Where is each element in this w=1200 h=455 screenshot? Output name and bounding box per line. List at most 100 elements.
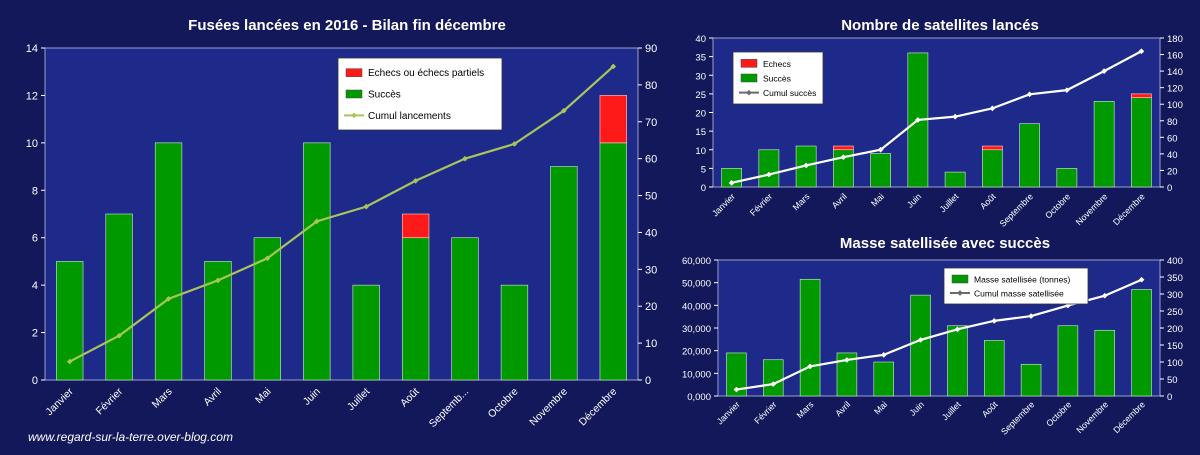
cumulative-point bbox=[462, 155, 468, 162]
cumulative-point bbox=[991, 318, 998, 324]
x-category-label: Février bbox=[94, 385, 126, 417]
y2-tick-label: 80 bbox=[1167, 117, 1178, 128]
x-category-label: Mai bbox=[872, 399, 889, 416]
y-tick-label: 4 bbox=[32, 280, 38, 292]
cumulative-point bbox=[803, 162, 809, 169]
y2-tick-label: 100 bbox=[1167, 100, 1183, 111]
y2-tick-label: 120 bbox=[1167, 84, 1183, 95]
y2-tick-label: 160 bbox=[1167, 51, 1183, 62]
x-category-label: Mai bbox=[869, 191, 886, 208]
legend-label: Succès bbox=[368, 90, 401, 101]
bar-success bbox=[154, 142, 183, 381]
chart-title: Fusées lancées en 2016 - Bilan fin décem… bbox=[188, 17, 506, 34]
x-category-label: Août bbox=[398, 386, 422, 410]
x-category-label: Novembre bbox=[1074, 191, 1110, 227]
x-category-label: Juillet bbox=[345, 386, 373, 414]
y-tick-label: 2 bbox=[32, 328, 38, 340]
cumulative-point bbox=[766, 171, 772, 178]
bar-success bbox=[599, 142, 627, 381]
y-tick-label: 40 bbox=[695, 34, 706, 45]
y-tick-label: 10 bbox=[695, 146, 706, 157]
y2-tick-label: 60 bbox=[1167, 133, 1178, 144]
bar-success bbox=[947, 325, 968, 397]
y2-tick-label: 50 bbox=[1167, 375, 1178, 386]
y-tick-label: 30,000 bbox=[682, 324, 711, 335]
cumulative-point bbox=[917, 337, 924, 343]
cumulative-point bbox=[66, 358, 73, 365]
cumulative-point bbox=[610, 63, 617, 70]
x-category-label: Janvier bbox=[715, 399, 742, 426]
x-category-label: Mai bbox=[253, 386, 273, 406]
y2-tick-label: 20 bbox=[645, 301, 657, 313]
x-category-label: Juin bbox=[905, 191, 924, 210]
x-category-label: Mars bbox=[791, 191, 812, 212]
cumulative-point bbox=[952, 113, 958, 120]
cumulative-point bbox=[770, 381, 777, 387]
cumulative-point bbox=[165, 296, 172, 302]
bar-success bbox=[870, 153, 891, 188]
bar-success bbox=[1056, 168, 1078, 188]
y-tick-label: 10 bbox=[26, 138, 38, 150]
legend-marker bbox=[957, 290, 963, 296]
cumulative-point bbox=[915, 117, 921, 123]
cumulative-point bbox=[561, 107, 567, 114]
y-tick-label: 20 bbox=[695, 109, 706, 120]
y2-tick-label: 30 bbox=[645, 264, 657, 276]
x-category-label: Décembre bbox=[577, 386, 620, 429]
y2-tick-label: 200 bbox=[1167, 324, 1183, 335]
y2-tick-label: 300 bbox=[1167, 290, 1183, 301]
y-tick-label: 8 bbox=[32, 185, 38, 197]
legend-marker bbox=[351, 112, 357, 119]
y-tick-label: 5 bbox=[701, 164, 706, 175]
legend-box bbox=[337, 57, 503, 131]
x-category-label: Octobre bbox=[486, 386, 521, 421]
cumulative-point bbox=[264, 255, 271, 262]
bar-success bbox=[1093, 101, 1115, 188]
legend-label: Echecs bbox=[763, 59, 791, 69]
legend-label: Cumul lancements bbox=[368, 111, 451, 122]
chart-title: Masse satellisée avec succès bbox=[840, 235, 1050, 252]
x-category-label: Avril bbox=[833, 399, 852, 418]
legend-swatch bbox=[951, 274, 969, 284]
legend-label: Cumul masse satellisée bbox=[974, 289, 1064, 299]
x-category-label: Janvier bbox=[710, 191, 737, 218]
y2-tick-label: 0 bbox=[1167, 392, 1172, 403]
bar-failure bbox=[1131, 93, 1152, 98]
y2-tick-label: 250 bbox=[1167, 307, 1183, 318]
bar-success bbox=[763, 359, 784, 397]
legend-marker bbox=[746, 89, 752, 96]
cumulative-line bbox=[731, 50, 1142, 184]
bar-success bbox=[726, 352, 747, 397]
legend-swatch bbox=[345, 89, 363, 99]
bar-success bbox=[303, 142, 331, 381]
y2-tick-label: 150 bbox=[1167, 341, 1183, 352]
cumulative-point bbox=[1101, 292, 1108, 299]
y2-tick-label: 0 bbox=[1167, 183, 1172, 194]
y2-tick-label: 350 bbox=[1167, 273, 1183, 284]
y-tick-label: 14 bbox=[26, 43, 38, 55]
y2-tick-label: 60 bbox=[645, 154, 657, 166]
bar-success bbox=[401, 237, 430, 381]
y2-tick-label: 40 bbox=[1167, 150, 1178, 161]
y-tick-label: 30 bbox=[695, 71, 706, 82]
bar-failure bbox=[833, 145, 854, 151]
bar-success bbox=[451, 237, 479, 381]
y2-tick-label: 100 bbox=[1167, 358, 1183, 369]
cumulative-point bbox=[840, 154, 847, 161]
bar-success bbox=[1094, 329, 1115, 397]
x-category-label: Septemb... bbox=[427, 386, 471, 430]
cumulative-point bbox=[1101, 68, 1107, 74]
cumulative-point bbox=[313, 218, 320, 225]
cumulative-point bbox=[116, 332, 122, 339]
bar-success bbox=[1131, 289, 1152, 397]
cumulative-point bbox=[807, 363, 813, 370]
bar-success bbox=[799, 278, 821, 397]
cumulative-point bbox=[733, 386, 740, 393]
x-category-label: Novembre bbox=[527, 386, 570, 429]
bar-success bbox=[1057, 325, 1079, 397]
cumulative-point bbox=[1064, 87, 1070, 93]
x-category-label: Mars bbox=[150, 386, 175, 411]
x-category-label: Août bbox=[978, 191, 998, 211]
y2-tick-label: 40 bbox=[645, 227, 657, 239]
